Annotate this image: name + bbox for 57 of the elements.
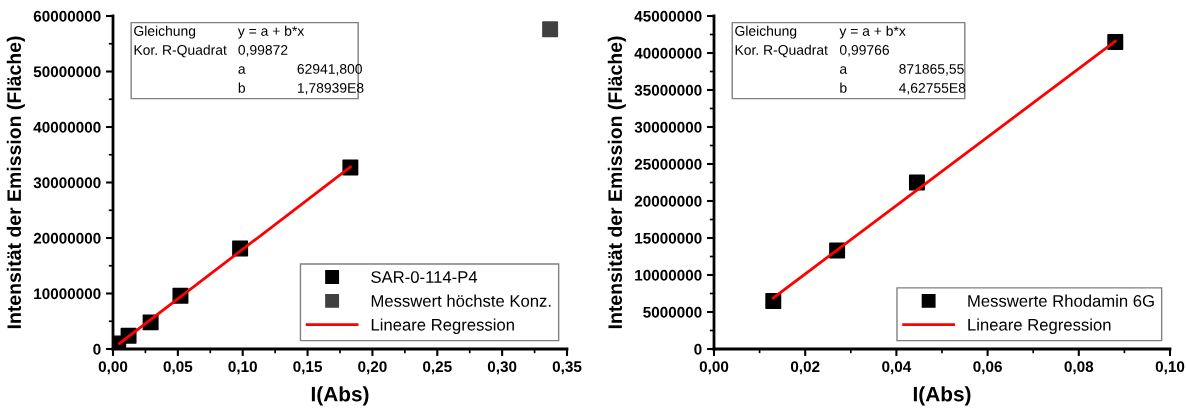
annotation: 871865,55 [899, 64, 964, 76]
x-tick-label: 0,00 [699, 361, 729, 375]
y-tick-label: 30000000 [33, 177, 101, 189]
y-tick-label: 0 [93, 343, 101, 355]
x-tick-label: 0,02 [790, 361, 820, 375]
y-tick-label: 40000000 [634, 47, 702, 59]
y-tick-label: 15000000 [635, 232, 702, 244]
annotation: Kor. R-Quadrat [134, 44, 227, 58]
point [542, 21, 559, 38]
annotation: Gleichung [134, 25, 196, 39]
annotation: 1,78939E8 [297, 82, 364, 95]
x-axis-title: I(Abs) [913, 386, 971, 406]
annotation: b [238, 82, 245, 93]
y-tick-label: 35000000 [634, 84, 702, 96]
x-tick-label: 0,06 [973, 361, 1002, 375]
legend-label: Messwerte Rhodamin 6G [968, 294, 1154, 307]
annotation: y = a + b*x [839, 25, 906, 39]
x-tick-label: 0,10 [228, 361, 257, 375]
y-tick-label: 50000000 [33, 66, 101, 78]
y-tick-label: 30000000 [634, 121, 702, 133]
legend-label: Lineare Regression [371, 318, 514, 334]
legend-label: Messwert höchste Konz. [371, 294, 551, 307]
y-tick-label: 45000000 [634, 10, 702, 22]
annotation: Gleichung [735, 25, 797, 39]
y-tick-label: 40000000 [33, 121, 101, 133]
y-tick-label: 5000000 [643, 306, 702, 318]
annotation: 4,62755E8 [899, 82, 966, 95]
legend-label: SAR-0-114-P4 [371, 271, 478, 283]
y-tick-label: 0 [694, 343, 702, 355]
x-tick-label: 0,25 [423, 361, 452, 375]
annotation: 0,99872 [238, 45, 288, 57]
y-axis-title: Intensität der Emission (Fläche) [607, 36, 626, 329]
y-tick-label: 20000000 [634, 195, 702, 207]
annotation: Kor. R-Quadrat [735, 44, 828, 58]
y-tick-label: 60000000 [33, 10, 101, 22]
annotation: 62941,800 [297, 64, 362, 76]
y-tick-label: 20000000 [33, 232, 101, 244]
y-tick-label: 25000000 [634, 158, 702, 170]
x-tick-label: 0,04 [882, 361, 912, 375]
y-tick-label: 10000000 [635, 269, 702, 281]
annotation: a [238, 66, 246, 74]
x-tick-label: 0,05 [163, 361, 193, 375]
x-tick-label: 0,15 [293, 361, 323, 375]
x-tick-label: 0,20 [358, 361, 387, 375]
annotation: a [839, 66, 848, 74]
x-tick-label: 0,35 [552, 361, 582, 375]
legend-label: Lineare Regression [968, 318, 1111, 334]
x-tick-label: 0,30 [487, 361, 517, 375]
x-tick-label: 0,00 [98, 361, 128, 375]
annotation: 0,99766 [839, 45, 889, 57]
x-tick-label: 0,08 [1064, 361, 1094, 375]
annotation: y = a + b*x [237, 25, 305, 39]
y-tick-label: 10000000 [34, 288, 101, 300]
x-axis-title: I(Abs) [311, 386, 369, 406]
y-axis-title: Intensität der Emission (Fläche) [6, 36, 25, 329]
annotation: b [840, 82, 847, 93]
x-tick-label: 0,10 [1155, 361, 1185, 375]
